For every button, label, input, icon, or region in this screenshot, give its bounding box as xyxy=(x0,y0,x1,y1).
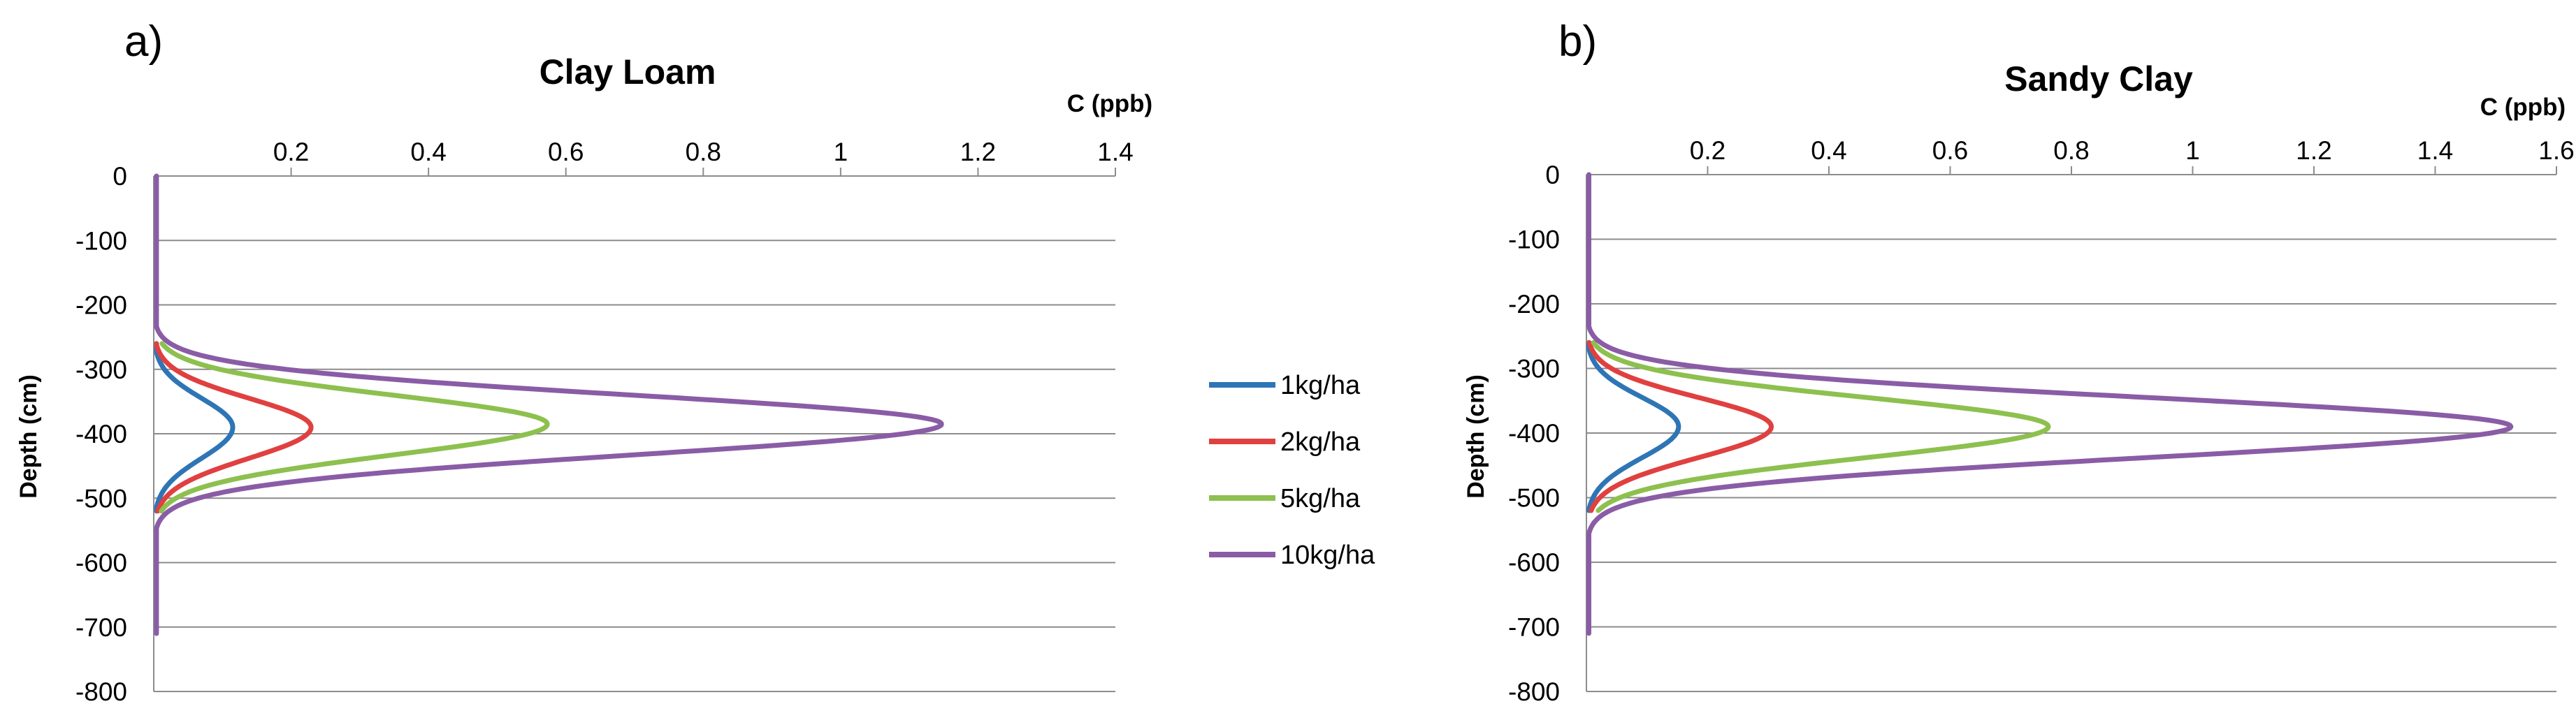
y-tick-label: 0 xyxy=(1545,161,1560,189)
y-axis-label-b: Depth (cm) xyxy=(1463,374,1489,499)
y-tick-label: -700 xyxy=(75,613,127,642)
series-line-10kg-per-ha xyxy=(1586,172,2514,636)
x-tick-label: 0.8 xyxy=(2053,136,2089,165)
y-tick-label: -400 xyxy=(75,420,127,448)
chart-sandy-clay: b) Sandy Clay C (ppb) Depth (cm) 0.2 0.4 0… xyxy=(1463,17,2575,706)
y-tick-label: -600 xyxy=(1508,548,1560,577)
panel-label-b: b) xyxy=(1558,17,1597,66)
series-a xyxy=(154,173,944,636)
legend-label: 5kg/ha xyxy=(1280,484,1361,513)
x-tick-label: 1.4 xyxy=(2417,136,2453,165)
y-tick-label: -300 xyxy=(75,356,127,384)
x-axis-unit-a: C (ppb) xyxy=(1067,90,1152,117)
x-ticks-b: 0.2 0.4 0.6 0.8 1 1.2 1.4 1.6 xyxy=(1690,136,2575,165)
x-tick-label: 0.4 xyxy=(410,138,446,166)
x-tick-label: 1.2 xyxy=(2296,136,2331,165)
x-tick-label: 1 xyxy=(834,138,848,166)
y-tick-label: -500 xyxy=(1508,484,1560,513)
series-line-1kg-per-ha xyxy=(154,341,236,514)
chart-title-b: Sandy Clay xyxy=(2004,59,2193,98)
legend-label: 1kg/ha xyxy=(1280,371,1361,400)
series-line-10kg-per-ha xyxy=(154,173,944,636)
gridlines-a xyxy=(154,175,1115,692)
x-tick-label: 0.6 xyxy=(548,138,584,166)
y-tick-label: -100 xyxy=(75,226,127,255)
x-tick-label: 0.4 xyxy=(1811,136,1846,165)
legend: 1kg/ha 2kg/ha 5kg/ha 10kg/ha xyxy=(1209,371,1375,570)
legend-label: 2kg/ha xyxy=(1280,427,1361,457)
y-tick-label: -800 xyxy=(1508,678,1560,706)
y-tick-label: -100 xyxy=(1508,226,1560,254)
x-tick-label: 0.6 xyxy=(1932,136,1968,165)
y-ticks-a: 0 -100 -200 -300 -400 -500 -600 -700 -800 xyxy=(75,162,127,706)
y-tick-label: -200 xyxy=(75,291,127,320)
series-line-5kg-per-ha xyxy=(1591,340,2051,513)
chart-clay-loam: a) Clay Loam C (ppb) Depth (cm) 0.2 0.4 0.… xyxy=(15,17,1152,706)
series-line-5kg-per-ha xyxy=(159,341,550,514)
x-tick-label: 0.2 xyxy=(1690,136,1725,165)
chart-title-a: Clay Loam xyxy=(540,52,716,91)
y-tick-label: -800 xyxy=(75,678,127,706)
x-tick-label: 0.8 xyxy=(686,138,721,166)
series-line-2kg-per-ha xyxy=(154,341,314,514)
x-tick-label: 1.2 xyxy=(960,138,996,166)
y-tick-label: -200 xyxy=(1508,290,1560,318)
gridlines-b xyxy=(1586,174,2556,692)
y-ticks-b: 0 -100 -200 -300 -400 -500 -600 -700 -800 xyxy=(1508,161,1560,706)
series-line-1kg-per-ha xyxy=(1586,340,1681,513)
y-tick-label: -400 xyxy=(1508,419,1560,448)
y-tick-label: -500 xyxy=(75,484,127,513)
y-tick-label: 0 xyxy=(113,162,127,191)
axes-b xyxy=(1586,166,2557,691)
x-tick-label: 1.6 xyxy=(2538,136,2574,165)
x-ticks-a: 0.2 0.4 0.6 0.8 1 1.2 1.4 xyxy=(273,138,1134,166)
y-tick-label: -300 xyxy=(1508,355,1560,383)
series-line-2kg-per-ha xyxy=(1586,340,1774,513)
axes-a xyxy=(153,168,1116,691)
x-axis-unit-b: C (ppb) xyxy=(2480,94,2566,121)
legend-label: 10kg/ha xyxy=(1280,541,1375,570)
series-b xyxy=(1586,172,2514,636)
y-tick-label: -600 xyxy=(75,549,127,578)
y-tick-label: -700 xyxy=(1508,613,1560,642)
y-axis-label-a: Depth (cm) xyxy=(15,374,42,499)
x-tick-label: 1.4 xyxy=(1097,138,1133,166)
panel-label-a: a) xyxy=(124,17,163,66)
x-tick-label: 0.2 xyxy=(273,138,309,166)
x-tick-label: 1 xyxy=(2185,136,2200,165)
